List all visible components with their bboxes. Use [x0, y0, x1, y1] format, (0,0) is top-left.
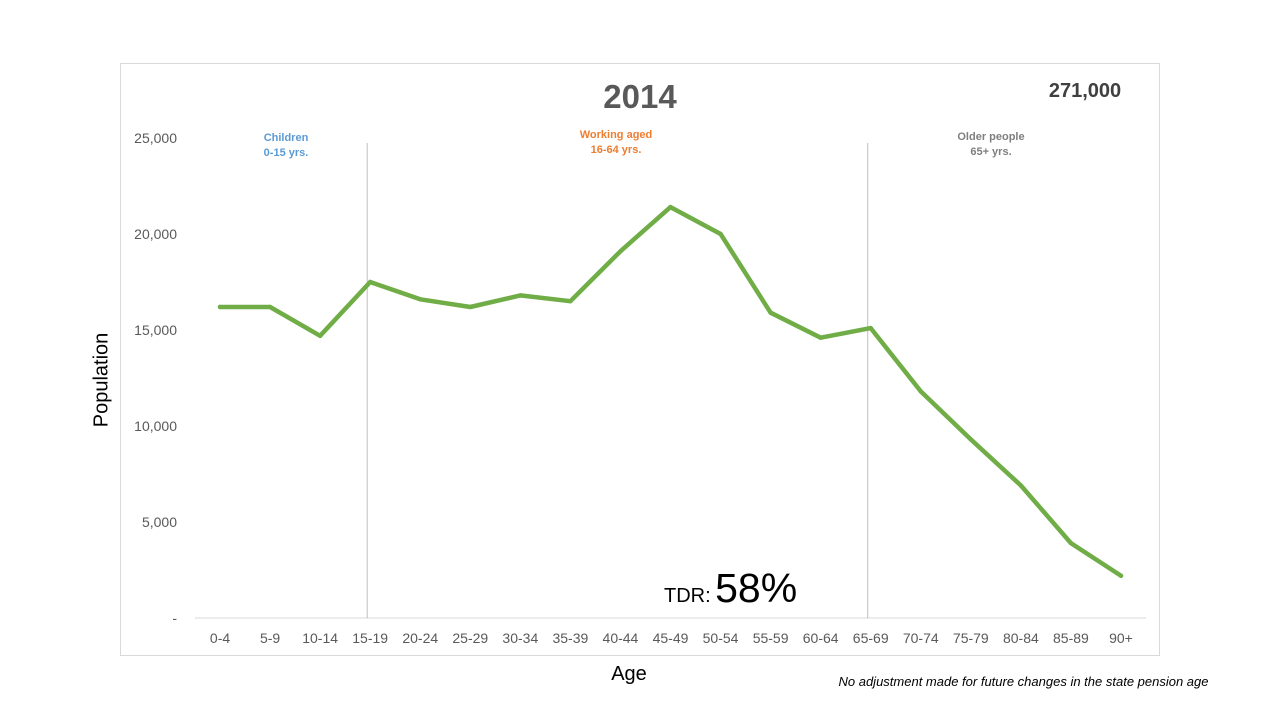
- data-point-15-19: [367, 279, 373, 285]
- x-tick-label: 0-4: [210, 630, 230, 646]
- x-tick-label: 55-59: [753, 630, 789, 646]
- x-tick-label: 10-14: [302, 630, 338, 646]
- x-tick-label: 5-9: [260, 630, 280, 646]
- data-point-40-44: [618, 249, 623, 254]
- region-working-title: Working aged: [579, 129, 653, 141]
- x-axis-title: Age: [611, 663, 647, 685]
- y-tick-label: 20,000: [134, 226, 177, 242]
- region-label-older-people: Older people 65+ yrs.: [911, 130, 1071, 160]
- tdr-label: TDR:: [664, 585, 711, 607]
- x-tick-label: 60-64: [803, 630, 839, 646]
- total-population-label: 271,000: [1048, 80, 1122, 102]
- data-point-65-69: [868, 325, 873, 331]
- x-tick-label: 45-49: [653, 630, 689, 646]
- x-tick-label: 25-29: [452, 630, 488, 646]
- tdr-value: 58%: [715, 565, 798, 611]
- region-children-title: Children: [263, 132, 309, 144]
- region-label-working-aged: Working aged 16-64 yrs.: [536, 128, 696, 158]
- data-point-45-49: [668, 204, 673, 210]
- x-tick-label: 65-69: [853, 630, 889, 646]
- y-tick-label: 25,000: [134, 130, 177, 146]
- data-point-25-29: [468, 304, 473, 310]
- x-tick-label: 30-34: [502, 630, 538, 646]
- x-tick-label: 70-74: [903, 630, 939, 646]
- data-point-60-64: [818, 335, 823, 340]
- chart-area: [120, 63, 1160, 656]
- data-point-50-54: [718, 231, 723, 237]
- data-point-55-59: [768, 310, 773, 315]
- data-point-85-89: [1068, 540, 1074, 546]
- data-point-20-24: [418, 297, 423, 302]
- data-point-35-39: [568, 299, 573, 304]
- x-tick-label: 20-24: [402, 630, 438, 646]
- x-tick-label: 40-44: [603, 630, 639, 646]
- data-point-80-84: [1018, 483, 1024, 488]
- tdr-annotation: TDR: 58%: [664, 565, 797, 612]
- x-tick-label: 50-54: [703, 630, 739, 646]
- y-tick-label: 5,000: [142, 514, 177, 530]
- y-axis-title: Population: [90, 332, 113, 428]
- y-tick-label: 10,000: [134, 418, 177, 434]
- chart-title: 2014: [603, 78, 677, 115]
- x-tick-label: 85-89: [1053, 630, 1089, 646]
- data-point-10-14: [317, 333, 323, 338]
- x-tick-label: 80-84: [1003, 630, 1039, 646]
- region-label-children: Children 0-15 yrs.: [206, 131, 366, 161]
- region-older-range: 65+ yrs.: [970, 146, 1012, 158]
- data-point-90+: [1118, 573, 1124, 578]
- region-working-range: 16-64 yrs.: [590, 144, 642, 156]
- data-point-75-79: [968, 437, 974, 442]
- data-point-30-34: [518, 293, 523, 298]
- series-line: [217, 204, 1124, 579]
- x-tick-label: 15-19: [352, 630, 388, 646]
- x-tick-label: 75-79: [953, 630, 989, 646]
- data-point-0-4: [217, 304, 223, 310]
- x-tick-label: 35-39: [552, 630, 588, 646]
- x-tick-label: 90+: [1109, 630, 1133, 646]
- y-tick-label: 15,000: [134, 322, 177, 338]
- data-point-70-74: [918, 389, 923, 394]
- data-point-5-9: [267, 304, 273, 310]
- region-older-title: Older people: [957, 131, 1025, 143]
- region-children-range: 0-15 yrs.: [263, 147, 309, 159]
- footnote: No adjustment made for future changes in…: [838, 674, 1209, 689]
- y-tick-label: -: [172, 610, 177, 626]
